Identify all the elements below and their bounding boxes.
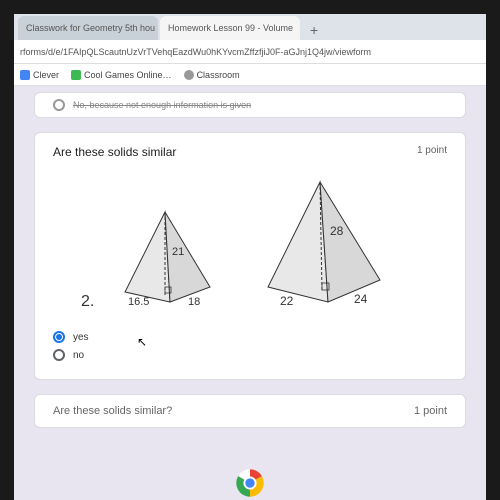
form-content: No, because not enough information is gi…: [14, 86, 486, 500]
base-right-label: 24: [354, 292, 368, 306]
question-header: Are these solids similar 1 point: [53, 145, 447, 159]
close-icon[interactable]: ×: [299, 23, 300, 33]
radio-icon: [53, 331, 65, 343]
option-text: No, because not enough information is gi…: [73, 100, 251, 110]
base-left-label: 16.5: [128, 296, 149, 307]
browser-tab-2[interactable]: Homework Lesson 99 - Volume ×: [160, 16, 300, 40]
solids-figure: 2. 21 16.5 18: [53, 177, 447, 307]
option-yes[interactable]: yes: [53, 331, 447, 343]
next-question-title: Are these solids similar?: [53, 405, 172, 417]
radio-icon: [53, 349, 65, 361]
base-left-label: 22: [280, 294, 294, 307]
option-label: yes: [73, 332, 89, 343]
next-question-card: Are these solids similar? 1 point: [34, 394, 466, 428]
bookmark-games[interactable]: Cool Games Online…: [71, 70, 172, 80]
pyramid-svg: 21 16.5 18: [110, 207, 220, 307]
bookmark-icon: [20, 70, 30, 80]
height-label: 21: [172, 246, 184, 258]
radio-icon[interactable]: [53, 99, 65, 111]
pyramid-svg: 28 22 24: [250, 177, 390, 307]
next-question-points: 1 point: [414, 405, 447, 417]
bookmark-icon: [71, 70, 81, 80]
height-label: 28: [330, 224, 344, 238]
question-card: Are these solids similar 1 point 2. 21 1…: [34, 132, 466, 380]
pyramid-right: 28 22 24: [250, 177, 390, 307]
tab-label: Homework Lesson 99 - Volume: [168, 23, 293, 33]
url-text: rforms/d/e/1FAIpQLScautnUzVrTVehqEazdWu0…: [20, 47, 371, 57]
question-title: Are these solids similar: [53, 145, 176, 159]
chrome-icon[interactable]: [235, 468, 265, 498]
cursor-icon: ↖: [137, 335, 147, 349]
answer-options: yes no ↖: [53, 331, 447, 361]
new-tab-button[interactable]: +: [302, 20, 326, 40]
bookmark-clever[interactable]: Clever: [20, 70, 59, 80]
pyramid-left: 21 16.5 18: [110, 207, 220, 307]
browser-window: Classwork for Geometry 5th hou × Homewor…: [0, 0, 500, 500]
bookmark-classroom[interactable]: Classroom: [184, 70, 240, 80]
base-right-label: 18: [188, 296, 200, 307]
question-number: 2.: [81, 293, 94, 311]
bookmark-icon: [184, 70, 194, 80]
tab-bar: Classwork for Geometry 5th hou × Homewor…: [14, 14, 486, 40]
option-label: no: [73, 350, 84, 361]
question-points: 1 point: [417, 145, 447, 156]
previous-option-card: No, because not enough information is gi…: [34, 92, 466, 118]
url-bar[interactable]: rforms/d/e/1FAIpQLScautnUzVrTVehqEazdWu0…: [14, 40, 486, 64]
tab-label: Classwork for Geometry 5th hou: [26, 23, 155, 33]
browser-tab-1[interactable]: Classwork for Geometry 5th hou ×: [18, 16, 158, 40]
option-no[interactable]: no: [53, 349, 447, 361]
bookmark-bar: Clever Cool Games Online… Classroom: [14, 64, 486, 86]
